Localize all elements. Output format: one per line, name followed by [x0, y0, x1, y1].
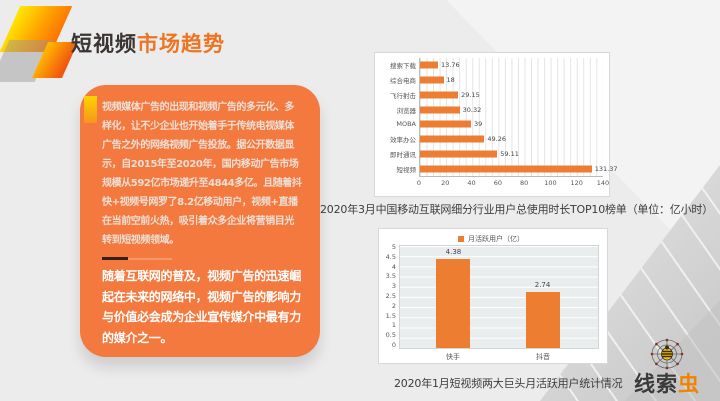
logo-text-orange: 虫 — [678, 372, 700, 396]
hbar-track: 59.11 — [419, 146, 603, 162]
x-axis-tick-label: 60 — [493, 179, 502, 187]
legend-swatch-icon — [458, 236, 464, 242]
highlight-marker-icon — [84, 96, 97, 123]
hbar-category-label: 浏览器 — [396, 106, 417, 115]
hbar-category-label: 综合电商 — [390, 77, 416, 86]
panel-paragraph-2: 随着互联网的普及，视频广告的迅速崛起在未来的网络中，视频广告的影响力与价值必会成… — [102, 269, 301, 345]
brand-logo: 线索虫 — [624, 336, 710, 395]
chart2-caption: 2020年1月短视频两大巨头月活跃用户统计情况 — [394, 377, 623, 390]
x-axis-tick-label: 100 — [544, 179, 557, 187]
hbar-bar — [420, 76, 444, 84]
hbar-value-label: 18 — [446, 76, 455, 85]
hbar-bar — [420, 120, 471, 128]
y-axis-tick-label: 2.5 — [385, 291, 396, 300]
chart2-legend: 月活跃用户（亿） — [383, 233, 599, 245]
hbar-row: 效率办公 49.26 — [379, 131, 603, 147]
hbar-row: 飞行射击 29.15 — [379, 87, 603, 103]
hbar-value-label: 39 — [473, 120, 483, 129]
y-axis-tick-label: 4.5 — [385, 252, 396, 261]
logo-text: 线索虫 — [624, 373, 710, 395]
vbar-group: 2.74 — [525, 281, 560, 348]
divider-light-segment — [128, 258, 172, 260]
hbar-value-label: 30.32 — [462, 105, 482, 114]
hbar-row: 搜索下载 13.76 — [379, 58, 603, 73]
y-axis-tick-label: 1.5 — [385, 311, 396, 320]
hbar-bar — [420, 150, 498, 158]
legend-label: 月活跃用户（亿） — [468, 235, 524, 243]
hbar-bar — [420, 135, 485, 143]
y-axis-tick-label: 5 — [391, 243, 396, 251]
hbar-category-label: 飞行射击 — [390, 91, 416, 100]
hbar-track: 39 — [419, 117, 603, 132]
hbar-value-label: 59.11 — [500, 149, 519, 158]
y-axis-tick-label: 4 — [391, 262, 396, 271]
hbar-category-label: 效率办公 — [390, 136, 416, 145]
hbar-x-axis: 0 20 40 60 80 100 120 140 — [416, 176, 609, 188]
hbar-bar — [420, 61, 438, 69]
hbar-bar — [420, 106, 460, 114]
hbar-track: 131.37 — [419, 161, 617, 176]
x-axis-tick-label: 120 — [570, 179, 583, 187]
x-axis-tick-label: 40 — [467, 179, 476, 187]
hbar-row: 短视频 131.37 — [379, 161, 617, 176]
hbar-value-label: 13.76 — [440, 61, 460, 70]
hbar-value-label: 131.37 — [594, 164, 618, 173]
x-axis-tick-label: 140 — [596, 179, 610, 187]
hbar-track: 49.26 — [419, 131, 603, 147]
vbar-category-label: 抖音 — [536, 353, 550, 361]
chart-usage-time: 搜索下载 13.76 综合电商 18 飞行射击 29.15 浏览器 30.32 MOBA 39 效率… — [374, 52, 617, 197]
y-axis-tick-label: 1 — [391, 321, 396, 330]
hbar-track: 29.15 — [419, 87, 603, 103]
page-title: 短视频市场趋势 — [71, 28, 225, 58]
hbar-track: 13.76 — [419, 58, 603, 73]
text-panel: 视频媒体广告的出现和视频广告的多元化、多样化，让不少企业也开始着手于传统电视媒体… — [80, 85, 320, 357]
vbar-value-label: 2.74 — [534, 281, 551, 290]
chart1-caption: 2020年3月中国移动互联网细分行业用户总使用时长TOP10榜单（单位：亿小时） — [320, 203, 713, 216]
x-axis-tick-label: 20 — [441, 179, 450, 187]
logo-text-dark: 线索 — [634, 372, 678, 396]
y-axis-tick-label: 3.5 — [385, 272, 396, 281]
chart2-body: 5 4.5 4 3.5 3 2.5 2 1.5 1 0.5 0 4.38 2.74 — [383, 243, 599, 349]
y-axis-tick-label: 0.5 — [385, 331, 396, 340]
x-axis-tick-label: 0 — [416, 179, 422, 187]
hbar-value-label: 49.26 — [487, 135, 506, 144]
y-axis-tick-label: 2 — [391, 301, 396, 310]
hbar-bar — [420, 165, 592, 173]
vbar-category-label: 快手 — [446, 353, 460, 361]
divider-dark-segment — [102, 257, 128, 260]
vbar-value-label: 4.38 — [445, 247, 462, 256]
vbar-x-axis: 快手 抖音 — [399, 349, 599, 361]
hbar-row: 综合电商 18 — [379, 72, 603, 88]
hbar-row: MOBA 39 — [379, 117, 603, 132]
hbar-value-label: 29.15 — [461, 90, 480, 99]
chart-monthly-active-users: 月活跃用户（亿） 5 4.5 4 3.5 3 2.5 2 1.5 1 0.5 0 4.38 2.74 … — [378, 228, 608, 364]
hbar-track: 30.32 — [419, 102, 603, 117]
hbar-rows: 搜索下载 13.76 综合电商 18 飞行射击 29.15 浏览器 30.32 MOBA 39 效率… — [379, 58, 617, 176]
panel-divider — [102, 257, 172, 260]
spider-web-bug-icon — [650, 338, 684, 370]
y-axis-tick-label: 0 — [391, 340, 396, 349]
hbar-category-label: 即时通讯 — [390, 150, 416, 159]
panel-paragraph-1: 视频媒体广告的出现和视频广告的多元化、多样化，让不少企业也开始着手于传统电视媒体… — [102, 102, 302, 246]
x-axis-tick-label: 80 — [520, 179, 529, 187]
hbar-category-label: 搜索下载 — [390, 62, 416, 71]
hbar-category-label: MOBA — [396, 120, 416, 129]
hbar-track: 18 — [419, 72, 603, 88]
title-orange-part: 市场趋势 — [137, 32, 225, 56]
title-dark-part: 短视频 — [71, 32, 137, 56]
hbar-bar — [420, 91, 459, 99]
hbar-row: 即时通讯 59.11 — [379, 146, 603, 162]
hbar-category-label: 短视频 — [396, 165, 417, 174]
hbar-row: 浏览器 30.32 — [379, 102, 603, 117]
y-axis-tick-label: 3 — [391, 282, 396, 291]
vbar-plot-area: 4.38 2.74 — [399, 245, 599, 349]
vbar-group: 4.38 — [436, 248, 471, 348]
vbar-bar — [525, 292, 560, 348]
vbar-bar — [436, 258, 471, 348]
vbar-y-axis: 5 4.5 4 3.5 3 2.5 2 1.5 1 0.5 0 — [383, 243, 399, 349]
